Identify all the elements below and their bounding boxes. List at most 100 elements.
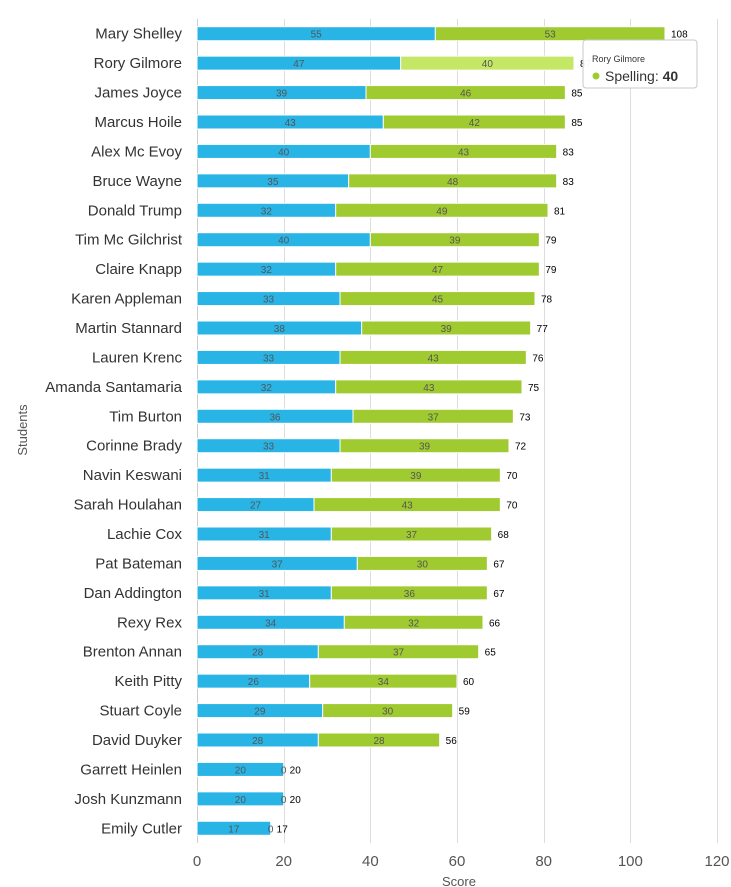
bar-segment-spelling[interactable] — [365, 85, 566, 101]
category-label: Stuart Coyle — [99, 703, 182, 720]
category-label: Lachie Cox — [107, 526, 183, 543]
segment-value-label: 43 — [428, 353, 440, 364]
bar-segment-spelling[interactable] — [335, 379, 523, 395]
segment-value-label: 42 — [469, 118, 481, 129]
total-value-label: 79 — [545, 236, 557, 247]
total-value-label: 67 — [493, 589, 505, 600]
segment-value-label: 37 — [393, 648, 405, 659]
segment-value-label: 32 — [408, 618, 420, 629]
segment-value-label: 0 — [281, 795, 287, 806]
segment-value-label: 37 — [272, 559, 284, 570]
total-value-label: 81 — [554, 206, 566, 217]
category-label: Alex Mc Evoy — [91, 143, 182, 160]
category-label: Brenton Annan — [83, 644, 182, 661]
segment-value-label: 35 — [267, 177, 279, 188]
category-label: David Duyker — [92, 732, 182, 749]
bar-segment-spelling[interactable] — [309, 673, 458, 689]
bar-segment-spelling[interactable] — [382, 114, 566, 130]
category-label: Emily Cutler — [101, 820, 182, 837]
total-value-label: 72 — [515, 442, 527, 453]
bar-segment-reading[interactable] — [196, 820, 272, 836]
x-tick-label: 0 — [193, 853, 201, 870]
bar-segment-reading[interactable] — [196, 761, 285, 777]
total-value-label: 76 — [532, 353, 544, 364]
category-label: Amanda Santamaria — [45, 379, 182, 396]
bar-segment-spelling[interactable] — [434, 26, 666, 42]
bar-segment-spelling[interactable] — [369, 143, 558, 159]
bar-segment-spelling[interactable] — [317, 644, 480, 660]
x-tick-label: 100 — [618, 853, 643, 870]
segment-value-label: 39 — [441, 324, 453, 335]
category-label: Marcus Hoile — [94, 114, 182, 131]
segment-value-label: 30 — [382, 707, 394, 718]
segment-value-label: 39 — [419, 442, 431, 453]
segment-value-label: 43 — [458, 147, 470, 158]
x-tick-label: 60 — [449, 853, 466, 870]
bar-segment-spelling[interactable] — [317, 732, 441, 748]
segment-value-label: 55 — [311, 30, 323, 41]
bar-segment-spelling[interactable] — [330, 585, 488, 601]
segment-value-label: 17 — [228, 824, 240, 835]
category-label: James Joyce — [94, 85, 182, 102]
category-label: Rexy Rex — [117, 614, 183, 631]
category-label: Josh Kunzmann — [74, 791, 182, 808]
bar-segment-spelling[interactable] — [330, 467, 501, 483]
bar-segment-reading[interactable] — [196, 791, 285, 807]
bar-segment-spelling[interactable] — [343, 614, 484, 630]
bar-segment-spelling[interactable] — [356, 555, 488, 571]
bar-segment-spelling[interactable] — [335, 261, 540, 277]
tooltip-title: Rory Gilmore — [592, 54, 645, 64]
segment-value-label: 32 — [261, 265, 273, 276]
segment-value-label: 40 — [278, 236, 290, 247]
segment-value-label: 32 — [261, 383, 273, 394]
segment-value-label: 43 — [402, 501, 414, 512]
total-value-label: 77 — [537, 324, 549, 335]
total-value-label: 20 — [290, 795, 302, 806]
category-label: Rory Gilmore — [94, 55, 182, 72]
segment-value-label: 33 — [263, 353, 275, 364]
bar-segment-spelling[interactable] — [400, 55, 575, 71]
category-label: Donald Trump — [88, 202, 182, 219]
segment-value-label: 40 — [482, 59, 494, 70]
segment-value-label: 33 — [263, 442, 275, 453]
bar-segment-spelling[interactable] — [330, 526, 493, 542]
segment-value-label: 45 — [432, 295, 444, 306]
bar-segment-spelling[interactable] — [335, 202, 549, 218]
segment-value-label: 48 — [447, 177, 459, 188]
segment-value-label: 47 — [432, 265, 444, 276]
category-label: Karen Appleman — [71, 291, 182, 308]
segment-value-label: 28 — [252, 736, 264, 747]
category-label: Corinne Brady — [86, 438, 182, 455]
total-value-label: 60 — [463, 677, 475, 688]
segment-value-label: 47 — [293, 59, 305, 70]
total-value-label: 17 — [277, 824, 289, 835]
segment-value-label: 0 — [281, 765, 287, 776]
tooltip-box — [582, 39, 698, 89]
total-value-label: 66 — [489, 618, 501, 629]
bar-segment-spelling[interactable] — [352, 408, 514, 424]
bar-segment-spelling[interactable] — [361, 320, 532, 336]
bar-segment-spelling[interactable] — [348, 173, 558, 189]
category-label: Martin Stannard — [75, 320, 182, 337]
bar-segment-spelling[interactable] — [313, 497, 501, 513]
total-value-label: 67 — [493, 559, 505, 570]
bar-segment-spelling[interactable] — [339, 291, 536, 307]
bar-segment-spelling[interactable] — [339, 349, 527, 365]
segment-value-label: 31 — [259, 589, 271, 600]
bar-segment-spelling[interactable] — [369, 232, 540, 248]
total-value-label: 83 — [563, 177, 575, 188]
bar-segment-spelling[interactable] — [322, 703, 454, 719]
total-value-label: 20 — [290, 765, 302, 776]
category-label: Tim Mc Gilchrist — [75, 232, 183, 249]
y-axis-title: Students — [15, 404, 30, 456]
segment-value-label: 39 — [276, 89, 288, 100]
total-value-label: 70 — [506, 501, 518, 512]
segment-value-label: 43 — [285, 118, 297, 129]
segment-value-label: 32 — [261, 206, 273, 217]
bar-segment-spelling[interactable] — [339, 438, 510, 454]
category-label: Garrett Heinlen — [80, 761, 182, 778]
total-value-label: 78 — [541, 295, 553, 306]
segment-value-label: 28 — [373, 736, 385, 747]
segment-value-label: 31 — [259, 530, 271, 541]
